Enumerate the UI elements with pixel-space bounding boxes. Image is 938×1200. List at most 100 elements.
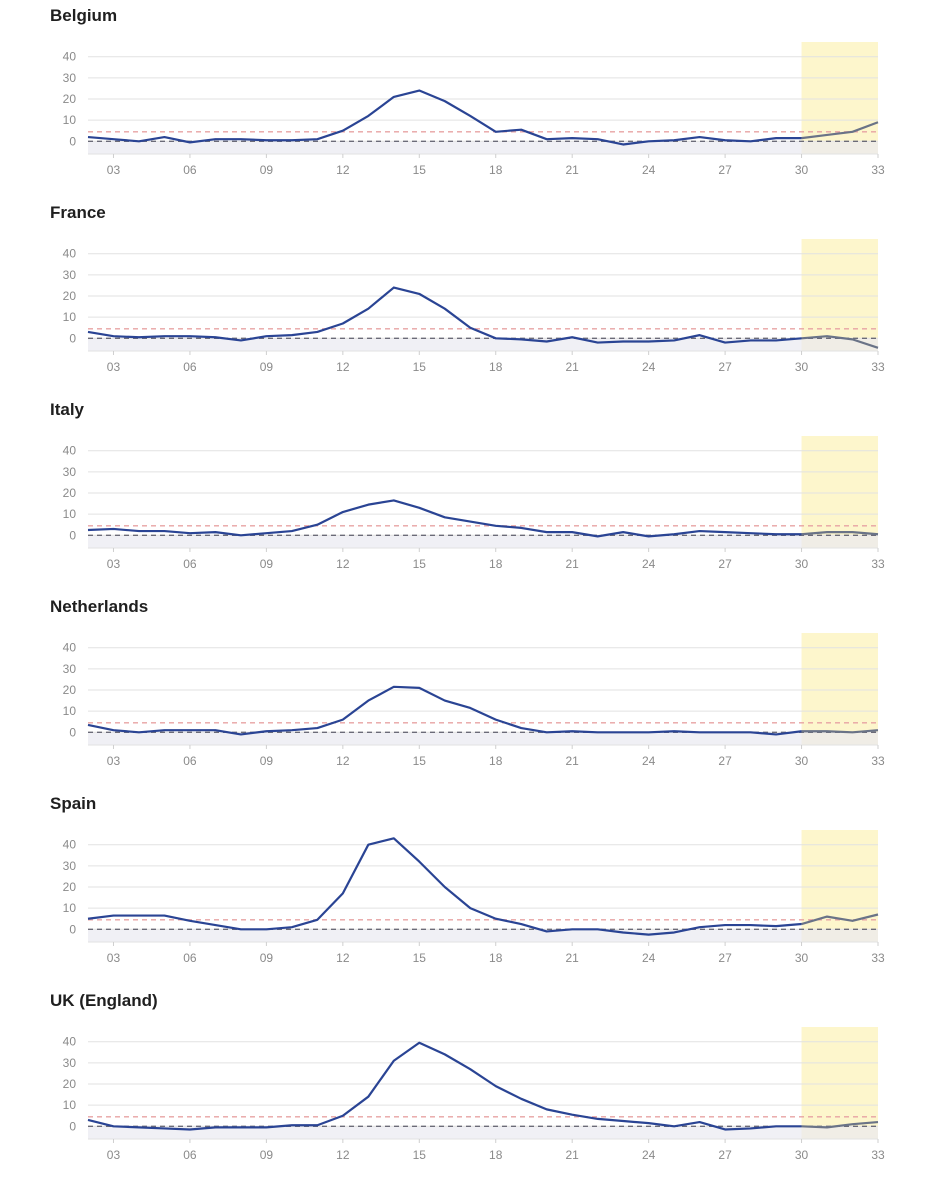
y-tick-label: 40 — [63, 50, 77, 64]
x-tick-label: 03 — [107, 163, 121, 177]
series-line — [87, 499, 802, 538]
x-tick-label: 09 — [260, 951, 274, 965]
y-tick-label: 30 — [63, 859, 77, 873]
y-tick-label: 10 — [63, 1098, 77, 1112]
y-tick-label: 40 — [63, 641, 77, 655]
forecast-region — [801, 633, 878, 745]
x-tick-label: 30 — [795, 360, 809, 374]
line-chart: 0 10 20 30 40 03 06 09 12 15 18 21 24 27 30 33 — [63, 436, 885, 571]
y-tick-label: 30 — [63, 1056, 77, 1070]
series-line — [87, 837, 802, 936]
line-chart: 0 10 20 30 40 03 06 09 12 15 18 21 24 27 30 33 — [63, 42, 885, 177]
baseline-band — [88, 732, 878, 745]
x-tick-label: 15 — [413, 360, 427, 374]
x-tick-label: 18 — [489, 360, 503, 374]
baseline-band — [88, 535, 878, 548]
forecast-line — [801, 121, 879, 140]
x-tick-label: 33 — [871, 951, 885, 965]
x-tick-label: 06 — [183, 557, 197, 571]
chart-title: Spain — [50, 794, 97, 813]
chart-panel: Belgium 0 10 20 30 40 03 06 09 12 15 18 21 24 27 30 33 — [0, 0, 938, 197]
x-tick-label: 15 — [413, 163, 427, 177]
x-tick-label: 27 — [718, 163, 732, 177]
x-tick-label: 03 — [107, 754, 121, 768]
series-line — [87, 89, 802, 146]
forecast-region — [801, 436, 878, 548]
x-tick-label: 18 — [489, 1148, 503, 1162]
y-tick-label: 40 — [63, 838, 77, 852]
x-tick-label: 06 — [183, 754, 197, 768]
forecast-region — [801, 239, 878, 351]
forecast-line — [801, 913, 879, 926]
x-tick-label: 03 — [107, 951, 121, 965]
x-tick-label: 18 — [489, 951, 503, 965]
y-tick-label: 0 — [69, 134, 76, 148]
y-tick-label: 40 — [63, 1035, 77, 1049]
x-tick-label: 12 — [336, 951, 350, 965]
x-tick-label: 06 — [183, 360, 197, 374]
x-tick-label: 27 — [718, 754, 732, 768]
x-tick-label: 33 — [871, 163, 885, 177]
x-tick-label: 33 — [871, 754, 885, 768]
x-tick-label: 12 — [336, 1148, 350, 1162]
y-tick-label: 0 — [69, 922, 76, 936]
y-tick-label: 20 — [63, 1077, 77, 1091]
series-line — [87, 685, 802, 736]
x-tick-label: 12 — [336, 557, 350, 571]
x-tick-label: 21 — [566, 557, 580, 571]
forecast-region — [801, 1027, 878, 1139]
x-tick-label: 12 — [336, 360, 350, 374]
y-tick-label: 10 — [63, 901, 77, 915]
x-tick-label: 12 — [336, 163, 350, 177]
x-tick-label: 18 — [489, 163, 503, 177]
y-tick-label: 20 — [63, 289, 77, 303]
x-tick-label: 27 — [718, 1148, 732, 1162]
forecast-line — [801, 729, 879, 734]
series-line — [87, 286, 802, 344]
y-tick-label: 20 — [63, 92, 77, 106]
chart-title: Netherlands — [50, 597, 149, 616]
y-tick-label: 30 — [63, 268, 77, 282]
x-tick-label: 30 — [795, 163, 809, 177]
y-tick-label: 0 — [69, 528, 76, 542]
chart-panel: UK (England) 0 10 20 30 40 03 06 09 12 15 18 21 24 27 3… — [0, 985, 938, 1182]
x-tick-label: 09 — [260, 557, 274, 571]
baseline-band — [88, 141, 878, 154]
x-tick-label: 33 — [871, 360, 885, 374]
y-tick-label: 40 — [63, 444, 77, 458]
x-tick-label: 18 — [489, 557, 503, 571]
series-line — [87, 1041, 802, 1131]
x-tick-label: 21 — [566, 951, 580, 965]
x-tick-label: 15 — [413, 557, 427, 571]
forecast-line — [801, 531, 879, 536]
x-tick-label: 30 — [795, 557, 809, 571]
x-tick-label: 06 — [183, 1148, 197, 1162]
x-tick-label: 09 — [260, 360, 274, 374]
chart-panel: France 0 10 20 30 40 03 06 09 12 15 18 21 24 27 30 33 — [0, 197, 938, 394]
x-tick-label: 21 — [566, 360, 580, 374]
y-tick-label: 20 — [63, 486, 77, 500]
forecast-region — [801, 830, 878, 942]
x-tick-label: 15 — [413, 754, 427, 768]
y-tick-label: 30 — [63, 465, 77, 479]
x-tick-label: 30 — [795, 951, 809, 965]
x-tick-label: 03 — [107, 360, 121, 374]
chart-title: Italy — [50, 400, 85, 419]
y-tick-label: 10 — [63, 704, 77, 718]
x-tick-label: 09 — [260, 754, 274, 768]
chart-panel: Netherlands 0 10 20 30 40 03 06 09 12 15 18 21 24 27 30… — [0, 591, 938, 788]
x-tick-label: 21 — [566, 754, 580, 768]
y-tick-label: 30 — [63, 71, 77, 85]
x-tick-label: 21 — [566, 1148, 580, 1162]
x-tick-label: 03 — [107, 1148, 121, 1162]
chart-panel: Italy 0 10 20 30 40 03 06 09 12 15 18 21 24 27 30 33 — [0, 394, 938, 591]
x-tick-label: 12 — [336, 754, 350, 768]
x-tick-label: 24 — [642, 557, 656, 571]
chart-title: UK (England) — [50, 991, 158, 1010]
x-tick-label: 24 — [642, 1148, 656, 1162]
x-tick-label: 27 — [718, 557, 732, 571]
y-tick-label: 0 — [69, 725, 76, 739]
x-tick-label: 30 — [795, 1148, 809, 1162]
x-tick-label: 27 — [718, 951, 732, 965]
y-tick-label: 20 — [63, 880, 77, 894]
